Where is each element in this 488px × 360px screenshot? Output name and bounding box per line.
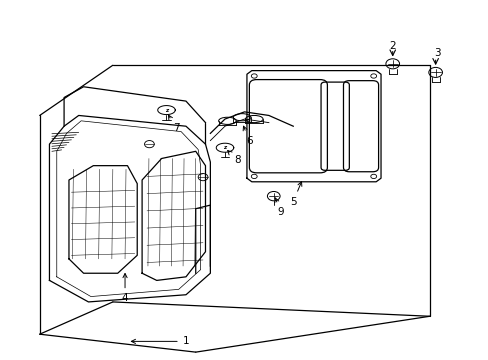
Text: 4: 4 [122,274,128,303]
Text: 8: 8 [227,150,240,165]
Text: 2: 2 [388,41,395,50]
Text: z: z [223,145,226,150]
Text: 6: 6 [243,126,252,145]
Text: z: z [164,108,168,113]
Text: 9: 9 [274,198,284,217]
Text: 1: 1 [131,336,189,346]
Text: 5: 5 [289,182,301,207]
Text: 7: 7 [168,115,179,133]
Text: 3: 3 [433,48,440,58]
